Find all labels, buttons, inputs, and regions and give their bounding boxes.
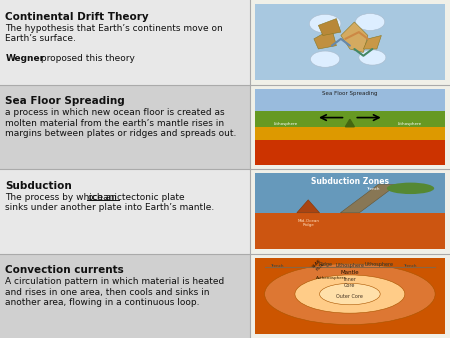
Bar: [250, 169, 450, 254]
Text: Sea Floor Spreading: Sea Floor Spreading: [5, 96, 125, 106]
Ellipse shape: [295, 275, 405, 313]
Polygon shape: [340, 185, 397, 213]
Text: Subduction: Subduction: [5, 181, 72, 191]
Text: Trench: Trench: [270, 264, 284, 268]
Bar: [0, 169, 250, 254]
Bar: [255, 89, 445, 112]
Text: Convection currents: Convection currents: [5, 265, 124, 275]
Text: Trench: Trench: [403, 264, 416, 268]
Bar: [255, 4, 445, 80]
Bar: [255, 141, 445, 165]
Polygon shape: [314, 29, 337, 49]
Text: and rises in one area, then cools and sinks in: and rises in one area, then cools and si…: [5, 288, 210, 297]
Text: Mantle: Mantle: [341, 270, 359, 275]
Text: Subduction Zones: Subduction Zones: [311, 177, 389, 186]
Text: Earth’s surface.: Earth’s surface.: [5, 34, 76, 43]
Bar: [0, 84, 250, 169]
Text: Sea Floor Spreading: Sea Floor Spreading: [322, 91, 378, 96]
Bar: [0, 254, 250, 338]
Text: Continental Drift Theory: Continental Drift Theory: [5, 12, 149, 22]
Text: Lithosphere: Lithosphere: [274, 122, 298, 126]
Text: The hypothesis that Earth’s continents move on: The hypothesis that Earth’s continents m…: [5, 24, 223, 33]
Text: molten material from the earth’s mantle rises in: molten material from the earth’s mantle …: [5, 119, 225, 128]
Text: The process by which an: The process by which an: [5, 193, 120, 202]
Text: Asthenosphere: Asthenosphere: [316, 276, 347, 280]
Text: proposed this theory: proposed this theory: [38, 54, 135, 64]
Text: another area, flowing in a continuous loop.: another area, flowing in a continuous lo…: [5, 298, 200, 307]
Ellipse shape: [387, 183, 434, 194]
Ellipse shape: [310, 51, 340, 67]
Bar: [250, 254, 450, 338]
Text: tectonic plate: tectonic plate: [119, 193, 184, 202]
Text: Lithosphere: Lithosphere: [335, 263, 364, 268]
Polygon shape: [341, 22, 368, 52]
Text: Trench: Trench: [366, 187, 379, 191]
Text: a process in which new ocean floor is created as: a process in which new ocean floor is cr…: [5, 108, 225, 118]
Ellipse shape: [359, 50, 386, 65]
Text: Lithosphere: Lithosphere: [397, 122, 421, 126]
Text: Wegner: Wegner: [5, 54, 45, 64]
Text: Inner
Core: Inner Core: [343, 277, 356, 288]
Bar: [250, 84, 450, 169]
Text: SLAB
PULL: SLAB PULL: [311, 259, 325, 272]
Text: oceanic: oceanic: [87, 193, 122, 202]
Bar: [255, 213, 445, 249]
Polygon shape: [297, 200, 320, 213]
Polygon shape: [319, 19, 341, 35]
Text: Outer Core: Outer Core: [337, 294, 363, 299]
Bar: [255, 112, 445, 127]
Bar: [255, 89, 445, 165]
Bar: [255, 127, 445, 141]
Ellipse shape: [265, 264, 435, 324]
Bar: [0, 0, 250, 84]
Bar: [255, 173, 445, 249]
Text: Lithosphere: Lithosphere: [364, 262, 394, 267]
Ellipse shape: [310, 14, 341, 33]
Text: A circulation pattern in which material is heated: A circulation pattern in which material …: [5, 277, 225, 287]
Polygon shape: [364, 35, 382, 49]
Polygon shape: [346, 119, 355, 127]
Text: Ridge: Ridge: [318, 262, 332, 267]
Text: margins between plates or ridges and spreads out.: margins between plates or ridges and spr…: [5, 129, 237, 138]
Bar: [250, 0, 450, 84]
Ellipse shape: [320, 283, 380, 305]
Text: sinks under another plate into Earth’s mantle.: sinks under another plate into Earth’s m…: [5, 203, 215, 212]
Text: Mid-Ocean
Ridge: Mid-Ocean Ridge: [297, 219, 319, 227]
Ellipse shape: [356, 14, 385, 30]
Bar: [255, 258, 445, 334]
